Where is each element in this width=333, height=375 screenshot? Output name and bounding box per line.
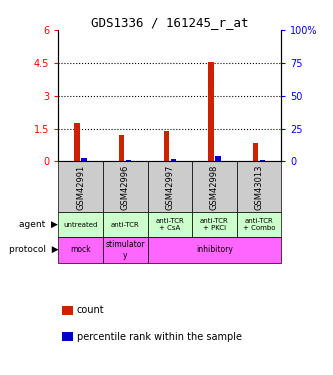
Bar xyxy=(171,159,176,162)
Bar xyxy=(103,162,148,212)
Text: anti-TCR: anti-TCR xyxy=(111,222,140,228)
Text: GSM43013: GSM43013 xyxy=(254,164,264,210)
Bar xyxy=(148,212,192,237)
Text: anti-TCR
+ Combo: anti-TCR + Combo xyxy=(243,218,275,231)
Bar xyxy=(192,162,237,212)
Bar xyxy=(126,159,132,162)
Text: GSM42997: GSM42997 xyxy=(165,164,174,210)
Text: GSM42998: GSM42998 xyxy=(210,164,219,210)
Text: untreated: untreated xyxy=(63,222,98,228)
Text: stimulator
y: stimulator y xyxy=(106,240,145,260)
Bar xyxy=(58,212,103,237)
Bar xyxy=(58,162,103,212)
Bar xyxy=(58,237,103,262)
Text: mock: mock xyxy=(70,246,91,255)
Bar xyxy=(164,131,169,162)
Bar xyxy=(148,237,281,262)
Bar xyxy=(237,212,281,237)
Bar xyxy=(237,162,281,212)
Text: protocol  ▶: protocol ▶ xyxy=(9,246,58,255)
Text: agent  ▶: agent ▶ xyxy=(19,220,58,230)
Bar xyxy=(253,143,258,162)
Bar xyxy=(82,158,87,162)
Bar xyxy=(74,123,80,162)
Title: GDS1336 / 161245_r_at: GDS1336 / 161245_r_at xyxy=(91,16,248,29)
Text: count: count xyxy=(77,305,104,315)
Text: inhibitory: inhibitory xyxy=(196,246,233,255)
Text: anti-TCR
+ PKCi: anti-TCR + PKCi xyxy=(200,218,229,231)
Text: GSM42996: GSM42996 xyxy=(121,164,130,210)
Text: percentile rank within the sample: percentile rank within the sample xyxy=(77,332,241,342)
Bar xyxy=(148,162,192,212)
Bar xyxy=(215,156,221,162)
Bar xyxy=(103,212,148,237)
Text: GSM42991: GSM42991 xyxy=(76,164,85,210)
Bar xyxy=(208,62,213,162)
Bar xyxy=(192,212,237,237)
Bar xyxy=(103,237,148,262)
Text: anti-TCR
+ CsA: anti-TCR + CsA xyxy=(156,218,184,231)
Bar xyxy=(119,135,124,162)
Bar xyxy=(260,160,265,162)
